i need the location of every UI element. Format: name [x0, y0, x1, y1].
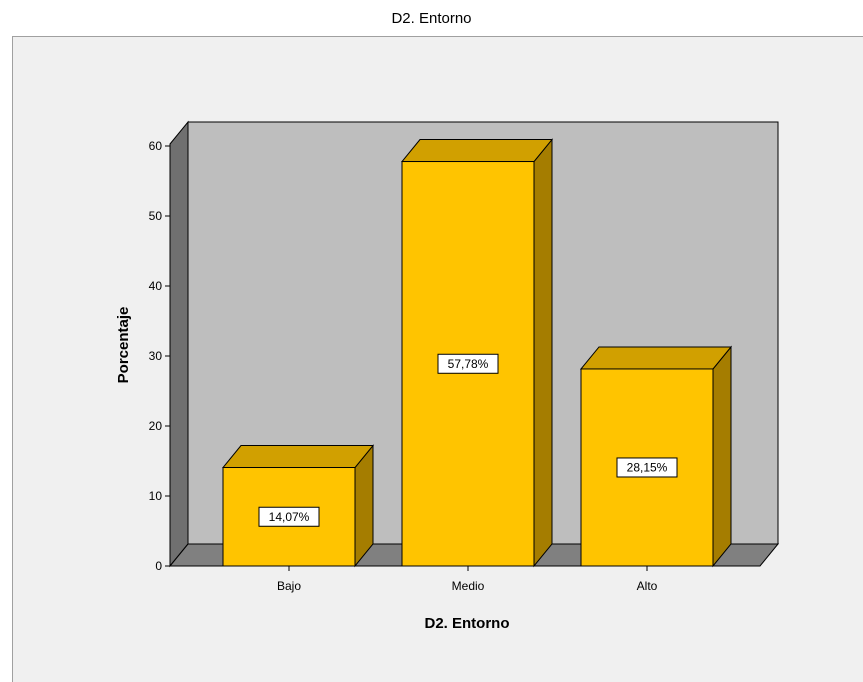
y-ticks: 0 10 20 30 40 50 60 — [149, 139, 170, 573]
y-tick-label: 20 — [149, 419, 163, 433]
x-tick-label: Alto — [637, 579, 658, 593]
bar-top — [402, 140, 552, 162]
y-tick-label: 60 — [149, 139, 163, 153]
bar-top — [223, 446, 373, 468]
data-label: 57,78% — [448, 357, 489, 371]
y-tick-label: 30 — [149, 349, 163, 363]
bar-top — [581, 347, 731, 369]
x-axis-title: D2. Entorno — [425, 615, 510, 632]
y-tick-label: 50 — [149, 209, 163, 223]
y-tick-label: 0 — [155, 559, 162, 573]
bar-alto: 28,15% — [581, 347, 731, 566]
x-tick-label: Bajo — [277, 579, 301, 593]
x-tick-label: Medio — [452, 579, 485, 593]
bar-side — [713, 347, 731, 566]
bar-bajo: 14,07% — [223, 446, 373, 566]
bar-side — [534, 140, 552, 566]
y-axis-title: Porcentaje — [115, 307, 132, 384]
left-wall — [170, 122, 188, 566]
bar-medio: 57,78% — [402, 140, 552, 566]
x-ticks: Bajo Medio Alto — [277, 566, 658, 593]
y-tick-label: 10 — [149, 489, 163, 503]
y-tick-label: 40 — [149, 279, 163, 293]
data-label: 28,15% — [627, 460, 668, 474]
data-label: 14,07% — [269, 510, 310, 524]
